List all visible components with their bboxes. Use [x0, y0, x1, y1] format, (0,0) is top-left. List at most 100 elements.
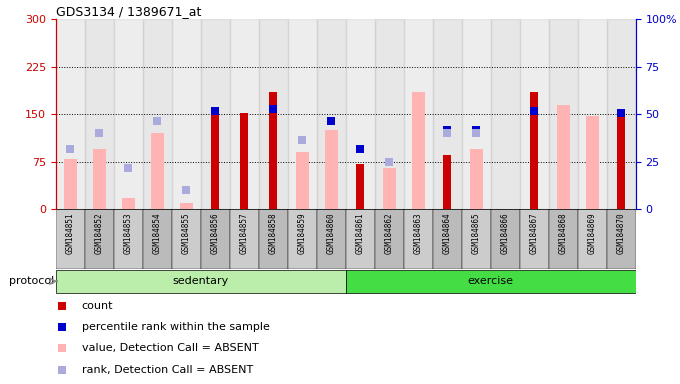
Bar — [404, 19, 432, 209]
Bar — [578, 19, 607, 209]
Point — [326, 118, 337, 124]
Bar — [151, 133, 164, 209]
Text: GSM184857: GSM184857 — [240, 212, 249, 254]
Bar — [114, 19, 143, 209]
Bar — [230, 209, 259, 269]
Bar — [172, 209, 201, 269]
Point — [471, 130, 481, 136]
Bar — [383, 168, 396, 209]
Bar — [56, 270, 346, 293]
Point — [181, 187, 192, 194]
Bar — [143, 19, 172, 209]
Text: sedentary: sedentary — [173, 276, 229, 286]
Text: GSM184858: GSM184858 — [269, 212, 277, 254]
Point — [268, 106, 279, 112]
Bar — [56, 209, 85, 269]
Bar — [470, 149, 483, 209]
Bar — [557, 105, 570, 209]
Bar — [296, 152, 309, 209]
Bar — [180, 203, 193, 209]
Bar — [201, 19, 230, 209]
Bar — [211, 113, 220, 209]
Bar — [92, 149, 106, 209]
Text: GSM184853: GSM184853 — [124, 212, 133, 254]
Text: GSM184859: GSM184859 — [298, 212, 307, 254]
Point — [471, 127, 481, 133]
Bar — [491, 19, 520, 209]
Bar — [432, 209, 462, 269]
Bar — [85, 19, 114, 209]
Bar — [346, 209, 375, 269]
Bar — [375, 19, 404, 209]
Text: percentile rank within the sample: percentile rank within the sample — [82, 322, 270, 333]
Text: GSM184851: GSM184851 — [66, 212, 75, 254]
Bar — [114, 209, 143, 269]
Bar — [259, 19, 288, 209]
Bar — [432, 19, 462, 209]
Point — [297, 137, 308, 143]
Bar — [443, 156, 452, 209]
Point — [393, 239, 404, 245]
Bar — [172, 19, 201, 209]
Text: count: count — [82, 301, 114, 311]
Bar — [317, 19, 346, 209]
Text: GSM184866: GSM184866 — [500, 212, 510, 254]
Bar — [64, 159, 77, 209]
Text: GSM184861: GSM184861 — [356, 212, 364, 254]
Bar — [607, 19, 636, 209]
Bar — [201, 209, 230, 269]
Bar — [85, 209, 114, 269]
Point — [384, 159, 394, 165]
Text: GSM184854: GSM184854 — [153, 212, 162, 254]
Bar — [143, 209, 172, 269]
Point — [442, 127, 453, 133]
Text: GSM184870: GSM184870 — [617, 212, 626, 254]
Bar — [230, 19, 259, 209]
Text: GSM184864: GSM184864 — [443, 212, 452, 254]
Bar — [462, 19, 491, 209]
Bar — [259, 209, 288, 269]
Bar — [549, 209, 578, 269]
Point — [210, 108, 221, 114]
Text: GSM184867: GSM184867 — [530, 212, 539, 254]
Bar — [269, 92, 277, 209]
Bar — [325, 130, 338, 209]
Text: rank, Detection Call = ABSENT: rank, Detection Call = ABSENT — [82, 364, 253, 375]
Bar — [607, 209, 636, 269]
Text: GSM184868: GSM184868 — [559, 212, 568, 254]
Text: GSM184862: GSM184862 — [385, 212, 394, 254]
Bar — [317, 209, 346, 269]
Text: value, Detection Call = ABSENT: value, Detection Call = ABSENT — [82, 343, 258, 354]
Bar — [122, 198, 135, 209]
Bar — [530, 92, 539, 209]
Text: exercise: exercise — [468, 276, 514, 286]
Bar — [404, 209, 432, 269]
Text: GSM184860: GSM184860 — [327, 212, 336, 254]
Bar — [578, 209, 607, 269]
Bar — [585, 116, 599, 209]
Bar — [56, 19, 85, 209]
Bar — [346, 19, 375, 209]
Bar — [491, 209, 520, 269]
Text: GDS3134 / 1389671_at: GDS3134 / 1389671_at — [56, 5, 201, 18]
Text: GSM184865: GSM184865 — [472, 212, 481, 254]
Text: GSM184856: GSM184856 — [211, 212, 220, 254]
Bar — [462, 209, 491, 269]
Text: GSM184869: GSM184869 — [588, 212, 597, 254]
Bar — [240, 113, 248, 209]
Bar — [375, 209, 404, 269]
Point — [442, 130, 453, 136]
Text: GSM184852: GSM184852 — [95, 212, 104, 254]
Text: protocol: protocol — [9, 276, 54, 286]
Point — [152, 118, 163, 124]
Bar — [346, 270, 636, 293]
Point — [355, 146, 366, 152]
Text: GSM184855: GSM184855 — [182, 212, 191, 254]
Bar — [617, 113, 626, 209]
Bar — [412, 92, 425, 209]
Bar — [520, 209, 549, 269]
Text: GSM184863: GSM184863 — [414, 212, 423, 254]
Bar — [549, 19, 578, 209]
Point — [123, 165, 134, 171]
Bar — [288, 209, 317, 269]
